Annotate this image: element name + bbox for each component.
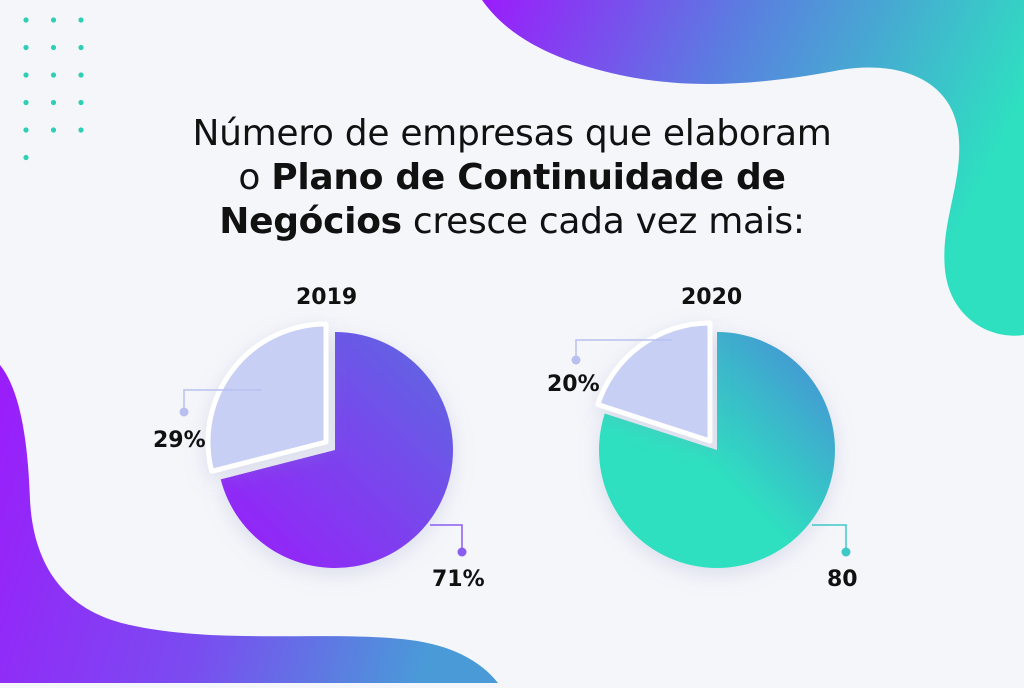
leader-dot-major [457,547,467,557]
decor-dot [50,17,57,23]
decor-dot [23,154,29,161]
dot-grid-decor [23,17,84,161]
decor-dot [50,72,57,78]
leader-line-major [430,524,463,552]
slice-label-2019-minor: 29% [153,428,206,453]
title-line-2: o Plano de Continuidade de [0,156,1024,200]
pie-chart-2020 [571,320,851,569]
slice-label-2020-minor: 20% [547,372,600,397]
decor-dot [23,99,29,106]
slice-label-2019-major: 71% [432,567,485,592]
leader-dot-major [841,547,851,557]
pie-slice-major [220,332,453,569]
title-line-2-prefix: o [238,157,272,198]
decor-dot [23,44,29,51]
decor-dot [78,44,84,51]
title-line-2-bold: Plano de Continuidade de [271,157,786,198]
title-line-1: Número de empresas que elaboram [192,113,832,154]
top-right-blob [482,0,1024,336]
decor-dot [78,72,84,78]
decor-dot [50,44,57,51]
leader-line-minor [183,389,262,412]
title-line-3-suffix: cresce cada vez mais: [401,201,805,242]
leader-dot-minor [179,407,189,417]
pie-chart-2019 [179,321,467,569]
page-title: Número de empresas que elaboram o Plano … [0,112,1024,244]
decor-dot [50,127,57,133]
decor-dot [23,17,29,23]
pie-slice-minor [595,320,713,444]
decor-dot [23,72,29,78]
bottom-left-blob [0,365,498,683]
slice-label-2020-major: 80 [827,567,858,592]
leader-line-major [812,524,847,552]
decor-dot [78,127,84,133]
decor-dot [78,99,84,106]
leader-dot-minor [571,355,581,365]
pie-slice-major [599,332,835,569]
title-line-3-bold: Negócios [219,201,402,242]
title-line-3: Negócios cresce cada vez mais: [0,200,1024,244]
decor-dot [23,127,29,133]
chart-title-2019: 2019 [296,285,358,310]
chart-title-2020: 2020 [681,285,743,310]
decor-dot [50,99,57,106]
pie-slice-minor [205,321,329,474]
decor-dot [78,17,84,23]
leader-line-minor [575,339,672,360]
